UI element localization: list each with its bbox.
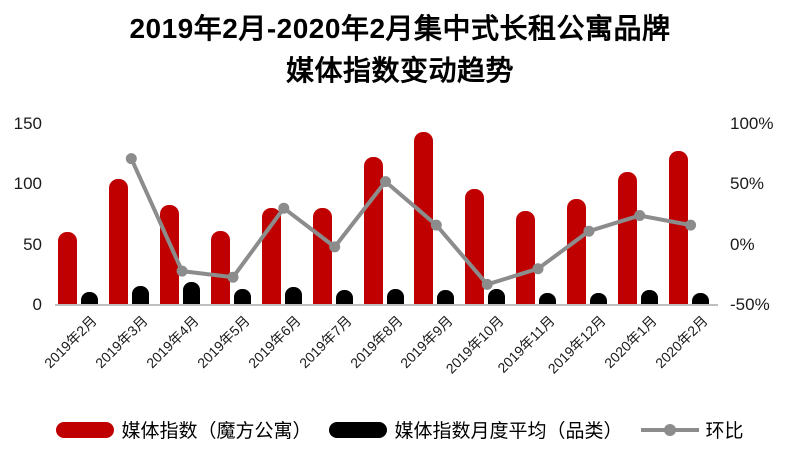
bar-media-index [566, 198, 586, 305]
chart-legend: 媒体指数（魔方公寓） 媒体指数月度平均（品类） 环比 [0, 416, 800, 443]
trend-marker [227, 271, 239, 283]
chart-title-line1: 2019年2月-2020年2月集中式长租公寓品牌 [129, 13, 671, 44]
bar-media-index [210, 231, 230, 305]
y-axis-right-tick: 50% [730, 174, 765, 193]
bar-media-index [668, 151, 688, 305]
trend-marker [532, 263, 544, 275]
y-axis-right-tick: -50% [730, 295, 770, 314]
legend-item-mom-change: 环比 [640, 416, 744, 443]
y-axis-left-tick: 50 [23, 234, 42, 254]
trend-marker [634, 210, 646, 221]
trend-marker [430, 219, 442, 231]
bar-category-average [81, 291, 99, 305]
y-axis-left-tick: 0 [32, 295, 42, 314]
legend-label-category-average: 媒体指数月度平均（品类） [394, 421, 623, 442]
bar-category-average [589, 292, 607, 305]
bar-media-index [617, 171, 637, 305]
legend-item-category-average: 媒体指数月度平均（品类） [329, 416, 623, 443]
legend-label-mom-change: 环比 [705, 421, 744, 442]
y-axis-right-tick: 0% [730, 234, 755, 254]
bar-category-average [284, 286, 302, 305]
y-axis-left-tick: 100 [13, 174, 42, 193]
trend-line-swatch-icon [640, 422, 699, 438]
bar-category-average [640, 290, 658, 305]
legend-label-media-index: 媒体指数（魔方公寓） [121, 421, 312, 442]
bar-category-average [437, 290, 455, 305]
bar-category-average [183, 282, 201, 305]
y-axis-left-tick: 150 [13, 113, 42, 133]
chart-title-line2: 媒体指数变动趋势 [285, 55, 514, 86]
trend-marker [329, 241, 341, 253]
trend-marker [583, 225, 595, 237]
black-bar-swatch-icon [329, 421, 388, 438]
trend-line [129, 157, 691, 287]
bar-media-index [414, 131, 434, 305]
legend-item-media-index: 媒体指数（魔方公寓） [56, 416, 311, 443]
bar-category-average [335, 290, 353, 305]
bar-category-average [488, 289, 506, 305]
bar-category-average [691, 292, 709, 305]
bar-category-average [233, 289, 251, 305]
x-axis-baseline [55, 304, 718, 306]
bar-category-average [539, 292, 557, 305]
bar-media-index [58, 232, 78, 305]
chart-title: 2019年2月-2020年2月集中式长租公寓品牌 媒体指数变动趋势 [0, 8, 800, 92]
trend-marker [380, 176, 391, 188]
y-axis-right-tick: 100% [730, 113, 774, 133]
bar-category-average [132, 285, 150, 305]
bar-media-index [109, 179, 129, 305]
trend-marker [481, 278, 493, 290]
trend-marker [125, 153, 137, 165]
bar-media-index [516, 210, 536, 305]
trend-marker [685, 219, 697, 231]
red-bar-swatch-icon [56, 421, 115, 438]
trend-marker [176, 265, 188, 277]
bar-category-average [386, 289, 404, 305]
trend-marker [278, 202, 290, 214]
